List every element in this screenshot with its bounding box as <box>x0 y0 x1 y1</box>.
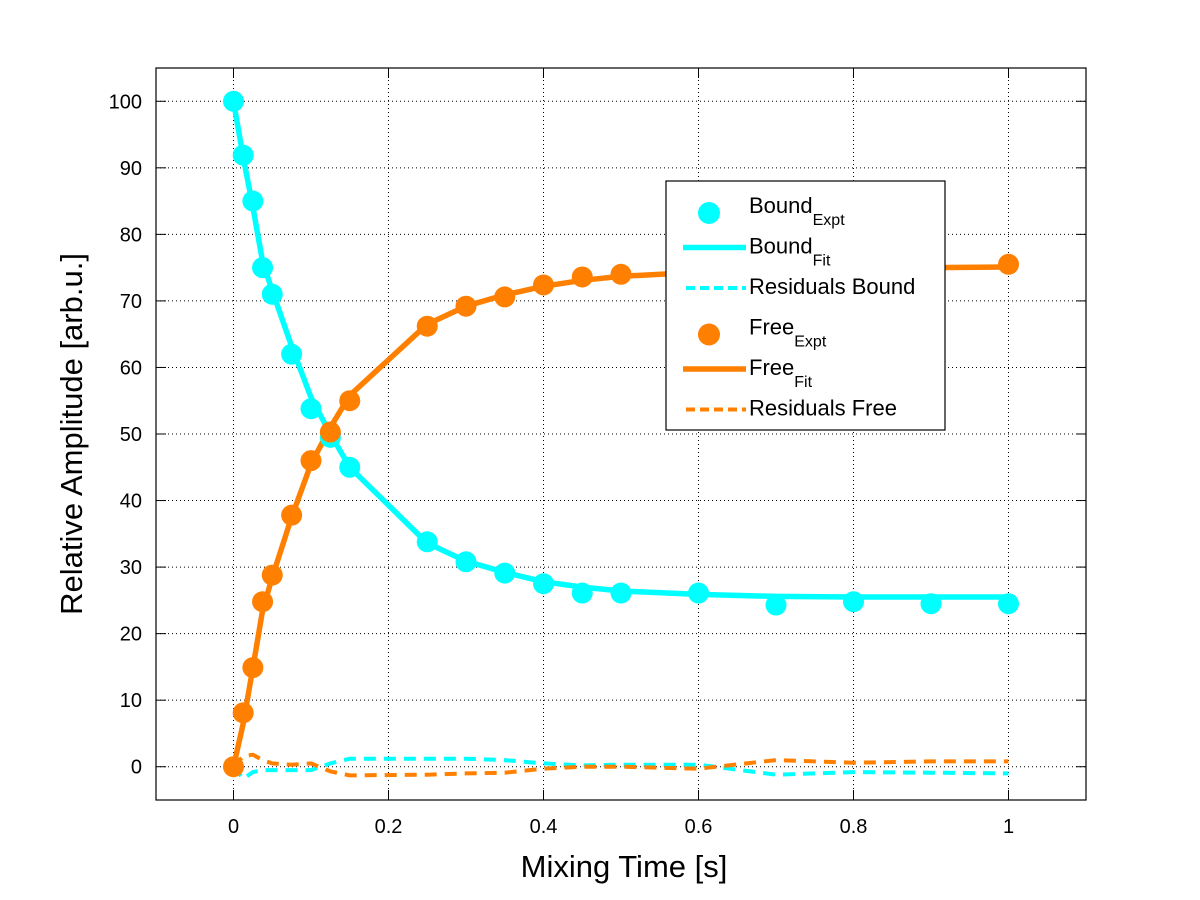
bound-expt-point <box>571 582 593 604</box>
grid <box>156 68 1086 800</box>
bound-expt-point <box>610 582 632 604</box>
y-tick-label: 80 <box>120 224 142 246</box>
y-tick-label: 10 <box>120 690 142 712</box>
y-tick-label: 50 <box>120 424 142 446</box>
x-tick-label: 0.2 <box>375 816 403 838</box>
free-expt-point <box>223 756 244 778</box>
bound-expt-point <box>765 594 787 616</box>
x-tick-label: 0.4 <box>530 816 558 838</box>
bound-expt-point <box>242 190 264 212</box>
legend-label-residuals-free: Residuals Free <box>749 396 897 421</box>
free-expt-point <box>232 702 254 724</box>
x-tick-label: 1 <box>1003 816 1014 838</box>
bound-expt-point <box>281 343 303 365</box>
y-tick-label: 20 <box>120 624 142 646</box>
free-expt-point <box>281 504 303 526</box>
residuals-free-line <box>232 752 1009 778</box>
legend-label-bound-fit: BoundFit <box>749 234 831 270</box>
free-expt-point <box>610 263 632 285</box>
y-tick-label: 0 <box>131 757 142 779</box>
legend-marker-bound-expt <box>698 202 720 224</box>
free-expt-point <box>339 390 361 412</box>
x-axis-label: Mixing Time [s] <box>521 849 728 884</box>
free-expt-point <box>252 591 274 613</box>
legend-label-free-fit: FreeFit <box>749 355 813 391</box>
bound-expt-point <box>998 593 1019 615</box>
bound-expt-point <box>223 90 244 112</box>
residuals-bound-line <box>231 756 1009 781</box>
free-expt-point <box>261 564 283 586</box>
free-expt-point <box>571 266 593 288</box>
bound-expt-point <box>232 144 254 166</box>
bound-expt-point <box>843 591 864 613</box>
bound-expt-point <box>300 398 322 420</box>
legend: BoundExpt BoundFit Residuals Bound FreeExpt… <box>665 180 946 431</box>
bound-expt-point <box>416 531 438 553</box>
bound-expt-point <box>455 551 477 573</box>
bound-expt-point <box>533 573 554 595</box>
free-expt-point <box>242 657 264 679</box>
free-expt-point <box>300 450 322 472</box>
y-tick-label: 30 <box>120 557 142 579</box>
bound-expt-point <box>920 593 942 615</box>
y-tick-label: 70 <box>120 291 142 313</box>
free-expt-point <box>319 421 341 443</box>
y-tick-label: 60 <box>120 357 142 379</box>
free-expt-point <box>998 253 1019 275</box>
free-expt-point <box>494 286 516 308</box>
y-tick-label: 40 <box>120 491 142 513</box>
free-expt-point <box>533 274 554 296</box>
bound-expt-point <box>261 283 283 305</box>
y-tick-label: 90 <box>120 158 142 180</box>
legend-box <box>665 180 946 431</box>
bound-expt-point <box>494 562 516 584</box>
x-tick-label: 0.6 <box>685 816 713 838</box>
x-tick-label: 0.8 <box>840 816 868 838</box>
legend-label-bound-expt: BoundExpt <box>749 193 845 229</box>
free-expt-point <box>455 295 477 317</box>
bound-expt-point <box>688 582 709 604</box>
y-tick-label: 100 <box>109 91 142 113</box>
legend-label-residuals-bound: Residuals Bound <box>749 274 915 299</box>
legend-marker-free-expt <box>698 323 720 346</box>
bound-expt-point <box>252 257 274 279</box>
x-tick-label: 0 <box>228 816 239 838</box>
y-axis-label: Relative Amplitude [arb.u.] <box>54 253 89 615</box>
legend-label-free-expt: FreeExpt <box>749 315 827 351</box>
bound-expt-point <box>339 456 361 478</box>
free-expt-point <box>416 315 438 337</box>
